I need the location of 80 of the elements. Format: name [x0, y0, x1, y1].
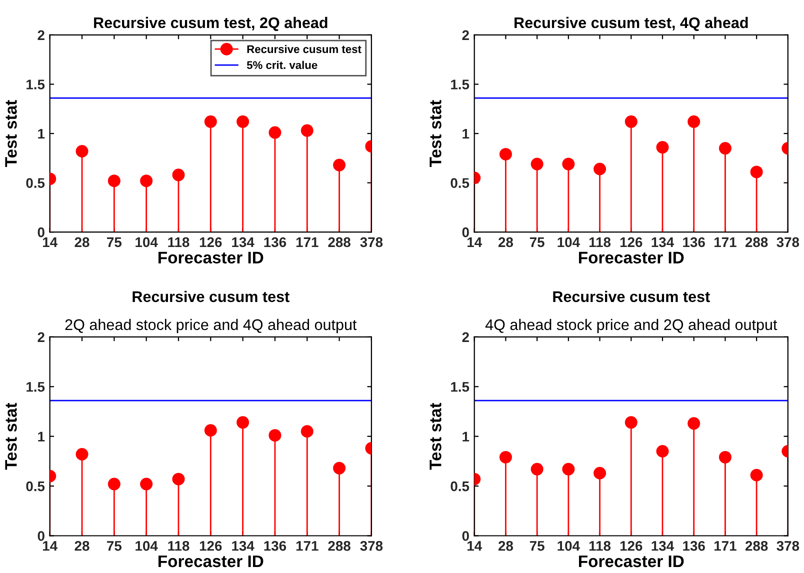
y-tick-label: 0 — [462, 227, 469, 238]
x-tick-label: 75 — [107, 541, 122, 551]
x-tick-label: 104 — [136, 237, 158, 248]
y-tick-label: 1.5 — [451, 80, 470, 90]
x-tick-label: 75 — [530, 237, 544, 248]
y-axis-title: Test stat — [5, 100, 17, 167]
x-tick-label: 126 — [620, 540, 642, 551]
x-tick-label: 136 — [683, 237, 705, 248]
x-tick-label: 14 — [468, 541, 482, 551]
x-tick-label: 104 — [558, 237, 580, 248]
x-tick-label: 75 — [530, 541, 544, 551]
x-tick-label: 171 — [714, 237, 736, 247]
chart-title: Recursive cusum test, 4Q ahead — [514, 16, 748, 32]
y-tick-label: 2 — [38, 332, 44, 342]
x-tick-label: 136 — [264, 540, 286, 551]
x-tick-label: 14 — [43, 541, 58, 551]
y-tick-label: 0.5 — [450, 481, 470, 492]
y-tick-label: 0.5 — [26, 481, 45, 492]
y-tick-label: 1 — [38, 432, 45, 442]
y-tick-label: 1.5 — [26, 80, 45, 90]
x-tick-label: 288 — [328, 237, 350, 248]
y-tick-label: 2 — [38, 30, 44, 40]
x-tick-label: 288 — [745, 237, 768, 248]
x-tick-label: 118 — [589, 540, 611, 551]
y-axis-title: Test stat — [5, 402, 17, 470]
x-tick-label: 28 — [74, 237, 90, 248]
chart-title: Recursive cusum test — [553, 290, 710, 302]
y-tick-label: 0 — [38, 227, 44, 238]
x-axis-title: Forecaster ID — [158, 556, 264, 568]
x-tick-label: 28 — [498, 540, 514, 551]
x-tick-label: 126 — [200, 540, 222, 551]
x-axis-title: Forecaster ID — [578, 556, 684, 568]
x-tick-label: 171 — [296, 541, 318, 551]
x-tick-label: 171 — [714, 541, 736, 551]
y-tick-label: 1.5 — [451, 382, 470, 392]
x-tick-label: 378 — [360, 540, 383, 551]
x-tick-label: 104 — [558, 540, 580, 551]
x-tick-label: 104 — [136, 540, 158, 551]
x-tick-label: 136 — [264, 237, 286, 248]
chart-title: Recursive cusum test — [132, 290, 290, 302]
chart-title: Recursive cusum test, 2Q ahead — [94, 16, 328, 32]
y-tick-label: 2 — [462, 30, 469, 40]
x-tick-label: 118 — [589, 237, 611, 248]
y-tick-label: 1.5 — [26, 382, 45, 392]
x-tick-label: 378 — [776, 540, 800, 551]
y-tick-label: 0.5 — [450, 178, 470, 188]
y-tick-label: 1 — [462, 128, 470, 139]
x-tick-label: 171 — [296, 237, 318, 247]
y-tick-label: 2 — [462, 332, 469, 342]
x-tick-label: 134 — [652, 540, 674, 551]
x-tick-label: 134 — [232, 540, 254, 551]
y-axis-title: Test stat — [430, 402, 442, 470]
x-tick-label: 134 — [232, 237, 254, 248]
x-tick-label: 14 — [468, 237, 482, 247]
legend-label: 5% crit. value — [246, 60, 318, 70]
x-tick-label: 378 — [360, 237, 383, 248]
legend-label: Recursive cusum test — [247, 44, 362, 54]
x-axis-title: Forecaster ID — [578, 252, 684, 264]
x-tick-label: 126 — [200, 237, 222, 248]
x-tick-label: 378 — [776, 237, 800, 248]
x-tick-label: 28 — [498, 237, 514, 248]
x-tick-label: 118 — [168, 540, 190, 551]
y-tick-label: 1 — [462, 432, 470, 442]
chart-subtitle: 4Q ahead stock price and 2Q ahead output — [485, 318, 778, 334]
x-tick-label: 134 — [652, 237, 674, 248]
x-tick-label: 14 — [43, 237, 58, 247]
y-tick-label: 0 — [38, 531, 44, 541]
x-tick-label: 28 — [74, 540, 90, 551]
y-tick-label: 0.5 — [26, 178, 45, 188]
x-axis-title: Forecaster ID — [158, 252, 264, 264]
chart-subtitle: 2Q ahead stock price and 4Q ahead output — [65, 318, 357, 334]
y-tick-label: 0 — [462, 531, 469, 541]
x-tick-label: 288 — [745, 540, 768, 551]
x-tick-label: 126 — [620, 237, 642, 248]
x-tick-label: 288 — [328, 540, 350, 551]
y-tick-label: 1 — [38, 128, 45, 139]
x-tick-label: 136 — [683, 540, 705, 551]
y-axis-title: Test stat — [430, 100, 442, 167]
x-tick-label: 118 — [168, 237, 190, 248]
x-tick-label: 75 — [107, 237, 122, 248]
